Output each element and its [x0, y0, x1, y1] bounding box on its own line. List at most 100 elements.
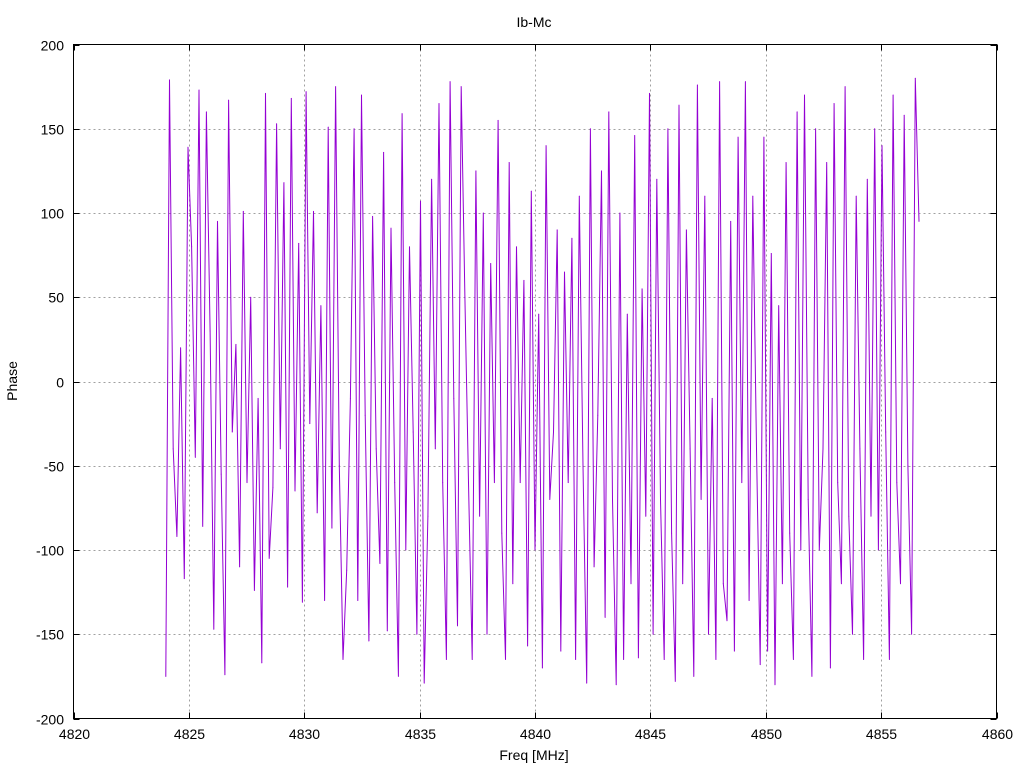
data-point: [342, 659, 344, 661]
data-point: [656, 178, 658, 180]
data-point: [290, 97, 292, 99]
x-tick-label: 4830: [289, 726, 320, 742]
data-point: [892, 94, 894, 96]
data-point: [708, 633, 710, 635]
data-point: [700, 498, 702, 500]
data-point: [737, 136, 739, 138]
data-point: [811, 675, 813, 677]
data-point: [372, 215, 374, 217]
data-point: [837, 482, 839, 484]
data-point: [460, 86, 462, 88]
data-point: [401, 113, 403, 115]
chart-title: Ib-Mc: [517, 14, 552, 30]
series-layer: [165, 77, 920, 686]
data-point: [914, 77, 916, 79]
data-point: [804, 94, 806, 96]
data-point: [408, 246, 410, 248]
data-point: [586, 682, 588, 684]
x-tick-label: 4840: [520, 726, 551, 742]
data-point: [911, 633, 913, 635]
data-point: [353, 128, 355, 130]
data-point: [796, 111, 798, 113]
data-point: [294, 490, 296, 492]
data-point: [597, 414, 599, 416]
data-point: [198, 89, 200, 91]
data-point: [877, 549, 879, 551]
data-point: [183, 578, 185, 580]
data-point: [907, 465, 909, 467]
data-point: [774, 684, 776, 686]
data-point: [405, 549, 407, 551]
data-point: [767, 650, 769, 652]
data-point: [785, 161, 787, 163]
data-point: [888, 659, 890, 661]
data-point: [722, 583, 724, 585]
data-point: [168, 79, 170, 81]
data-point: [331, 527, 333, 529]
data-point: [530, 190, 532, 192]
data-point: [224, 674, 226, 676]
data-point: [589, 128, 591, 130]
data-point: [364, 414, 366, 416]
data-point: [253, 589, 255, 591]
data-point: [807, 498, 809, 500]
data-point: [508, 161, 510, 163]
data-point: [541, 667, 543, 669]
data-point: [320, 305, 322, 307]
data-point: [619, 212, 621, 214]
data-point: [468, 482, 470, 484]
data-point: [445, 659, 447, 661]
data-point: [516, 246, 518, 248]
data-point: [279, 448, 281, 450]
data-point: [305, 91, 307, 93]
data-point: [412, 431, 414, 433]
data-point: [386, 630, 388, 632]
data-point: [338, 465, 340, 467]
data-point: [560, 650, 562, 652]
data-point: [216, 220, 218, 222]
data-point: [600, 170, 602, 172]
data-point: [239, 566, 241, 568]
data-point: [165, 675, 167, 677]
data-point: [748, 600, 750, 602]
data-point: [870, 515, 872, 517]
data-point: [852, 633, 854, 635]
data-point: [918, 220, 920, 222]
data-point: [682, 583, 684, 585]
data-point: [671, 532, 673, 534]
data-point: [519, 482, 521, 484]
data-point: [822, 448, 824, 450]
data-point: [187, 146, 189, 148]
data-point: [250, 296, 252, 298]
data-point: [564, 271, 566, 273]
data-point: [778, 305, 780, 307]
data-point: [763, 136, 765, 138]
data-point: [261, 662, 263, 664]
data-point: [863, 659, 865, 661]
data-point: [264, 92, 266, 94]
data-point: [874, 128, 876, 130]
data-point: [549, 498, 551, 500]
data-point: [482, 212, 484, 214]
data-point: [298, 242, 300, 244]
data-point: [593, 566, 595, 568]
data-point: [578, 195, 580, 197]
data-point: [431, 178, 433, 180]
data-point: [674, 680, 676, 682]
data-point: [368, 640, 370, 642]
data-point: [394, 482, 396, 484]
data-point: [608, 111, 610, 113]
data-point: [379, 562, 381, 564]
data-point: [848, 515, 850, 517]
data-point: [228, 99, 230, 101]
data-point: [645, 515, 647, 517]
data-point: [556, 229, 558, 231]
data-point: [497, 119, 499, 121]
data-point: [316, 512, 318, 514]
data-point: [209, 330, 211, 332]
data-point: [504, 659, 506, 661]
data-point: [375, 448, 377, 450]
data-point: [346, 569, 348, 571]
data-point: [733, 650, 735, 652]
data-point: [818, 549, 820, 551]
